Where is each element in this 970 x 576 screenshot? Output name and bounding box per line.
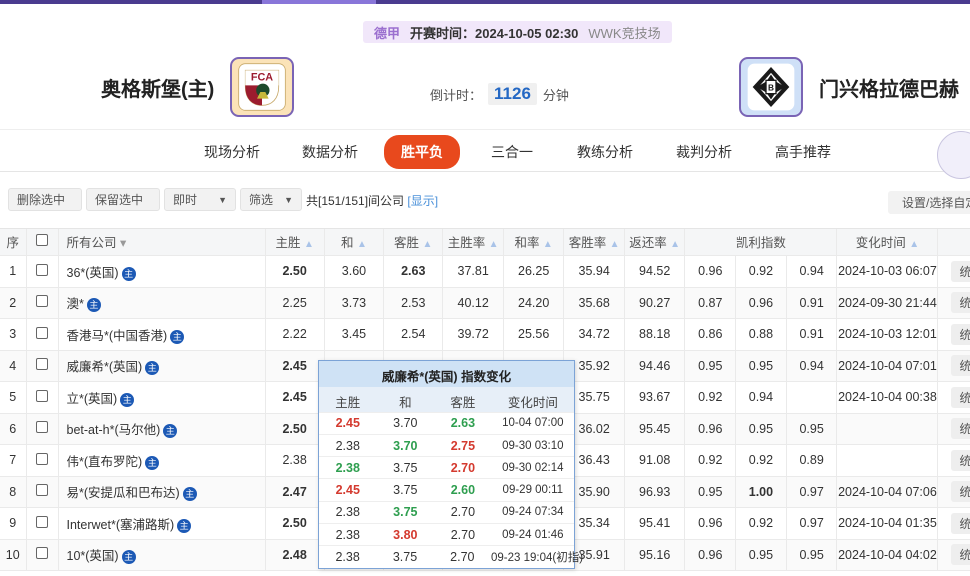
svg-text:B: B <box>768 82 774 92</box>
svg-text:FCA: FCA <box>251 71 273 83</box>
